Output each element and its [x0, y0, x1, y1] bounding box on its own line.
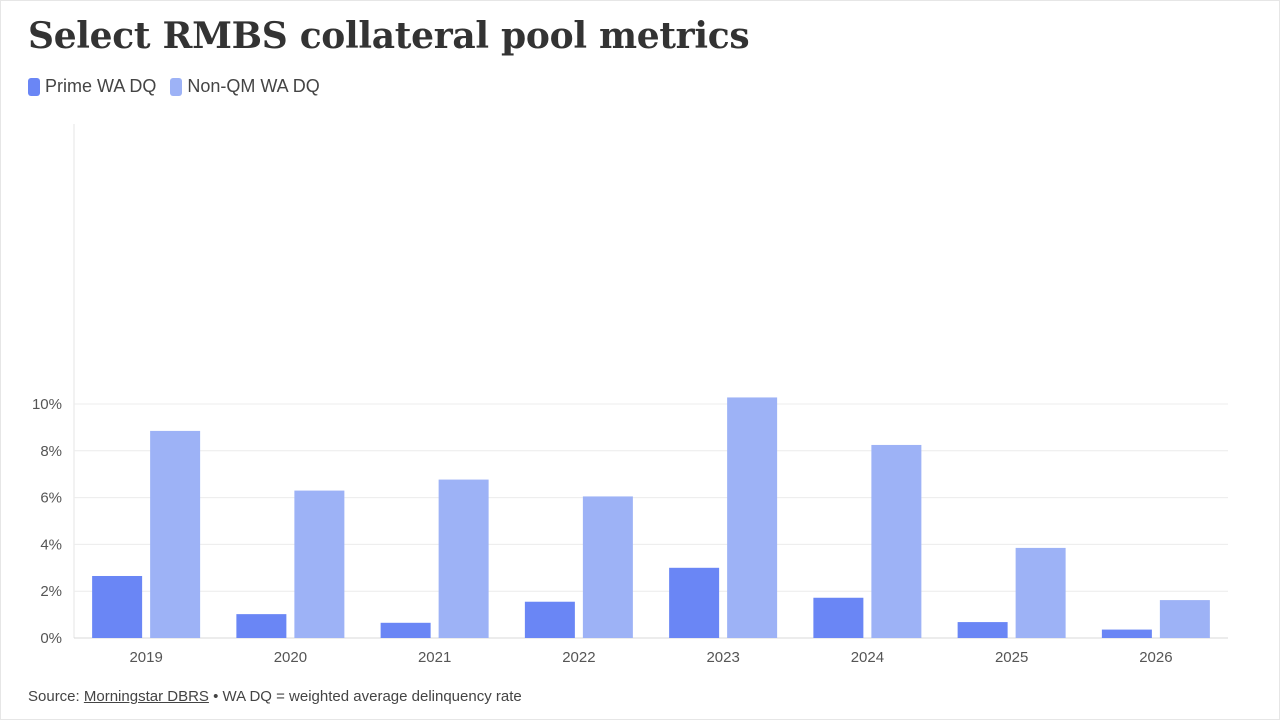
legend-label-nonqm: Non-QM WA DQ	[187, 76, 320, 96]
x-tick-label: 2020	[274, 649, 307, 666]
bar-nonqm	[1159, 600, 1210, 638]
bar-prime	[669, 567, 720, 638]
y-tick-label: 8%	[40, 443, 62, 460]
x-tick-label: 2026	[1139, 649, 1172, 666]
bar-prime	[1101, 629, 1152, 638]
legend-item-prime: Prime WA DQ	[28, 76, 156, 97]
y-tick-label: 2%	[40, 583, 62, 600]
legend-swatch-nonqm	[170, 77, 183, 96]
x-tick-label: 2021	[418, 649, 451, 666]
bar-prime	[524, 601, 575, 638]
footer-prefix: Source:	[28, 688, 84, 705]
y-tick-label: 4%	[40, 536, 62, 553]
bar-nonqm	[871, 444, 922, 638]
legend-item-nonqm: Non-QM WA DQ	[170, 76, 320, 97]
bar-prime	[957, 622, 1008, 638]
bar-nonqm	[150, 430, 201, 638]
bar-nonqm	[1015, 547, 1066, 638]
bar-nonqm	[438, 479, 489, 638]
bar-nonqm	[582, 496, 633, 638]
source-link[interactable]: Morningstar DBRS	[83, 688, 209, 705]
bar-prime	[92, 575, 143, 638]
bar-prime	[236, 614, 287, 638]
legend: Prime WA DQ Non-QM WA DQ	[28, 76, 334, 97]
y-tick-label: 0%	[40, 630, 62, 647]
bar-prime	[380, 622, 431, 638]
bar-prime	[813, 597, 864, 638]
bar-nonqm	[294, 490, 345, 638]
legend-swatch-prime	[28, 77, 40, 96]
bar-nonqm	[727, 397, 778, 638]
chart-title: Select RMBS collateral pool metrics	[28, 15, 750, 57]
footer-note: • WA DQ = weighted average delinquency r…	[208, 688, 522, 705]
footer: Source: Morningstar DBRS • WA DQ = weigh…	[28, 688, 522, 705]
y-tick-label: 10%	[32, 396, 62, 413]
x-tick-label: 2025	[995, 649, 1028, 666]
x-tick-label: 2019	[129, 649, 162, 666]
legend-label-prime: Prime WA DQ	[45, 76, 157, 96]
x-tick-label: 2023	[706, 649, 739, 666]
x-tick-label: 2022	[562, 649, 595, 666]
y-tick-label: 6%	[40, 490, 62, 507]
x-tick-label: 2024	[851, 649, 884, 666]
